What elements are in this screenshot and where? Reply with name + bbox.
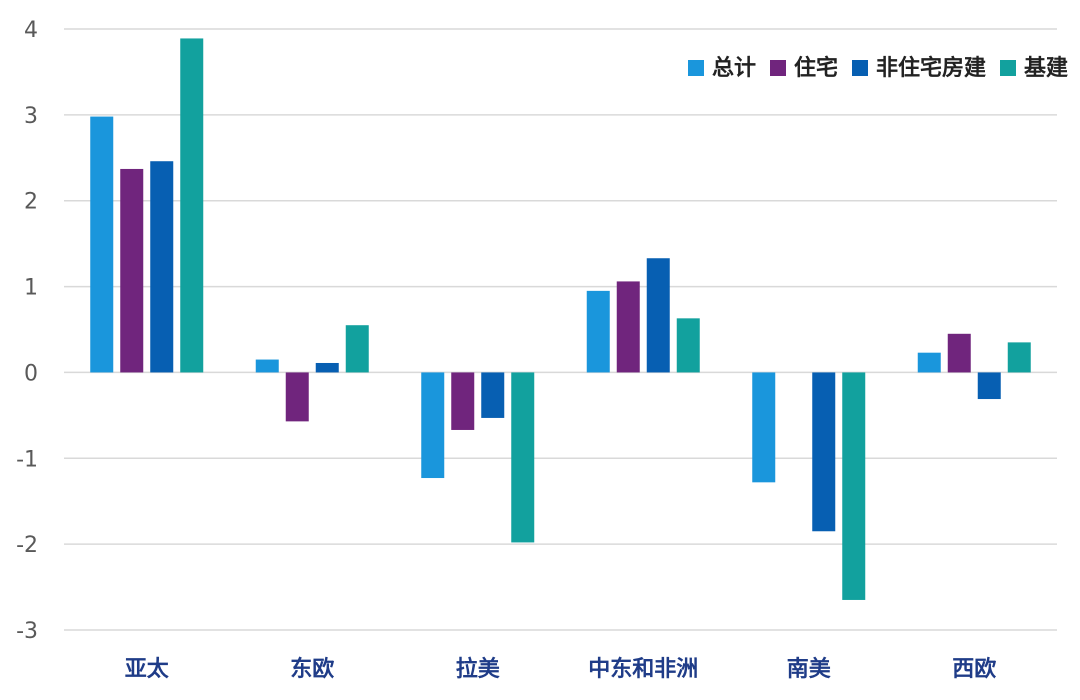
legend-label: 住宅 <box>794 55 838 81</box>
y-tick-label: 1 <box>24 276 38 301</box>
bar <box>752 372 776 483</box>
bar <box>255 359 279 373</box>
bar <box>646 258 670 373</box>
y-tick-label: 0 <box>24 361 38 386</box>
gridlines <box>64 28 1057 631</box>
legend-swatch <box>688 60 704 76</box>
bar <box>150 161 174 373</box>
legend-label: 非住宅房建 <box>876 55 986 81</box>
bar <box>285 372 309 422</box>
bar <box>451 372 475 430</box>
category-label: 中东和非洲 <box>588 656 698 682</box>
x-axis-category-labels: 亚太 东欧 拉美 中东和非洲 南美 西欧 <box>125 656 997 682</box>
bar <box>842 372 866 600</box>
bar <box>616 281 640 373</box>
category-label: 亚太 <box>125 657 170 682</box>
bar <box>90 116 114 373</box>
bar <box>977 372 1001 400</box>
bar <box>421 372 445 479</box>
bar <box>586 290 610 373</box>
bar <box>345 325 369 373</box>
y-tick-label: 4 <box>24 18 38 43</box>
y-tick-label: 3 <box>24 104 38 129</box>
y-tick-label: -1 <box>16 447 38 472</box>
bar <box>1007 342 1031 373</box>
bar <box>676 318 700 373</box>
bar <box>180 38 204 373</box>
legend-swatch <box>852 60 868 76</box>
legend-label: 基建 <box>1024 56 1068 81</box>
y-axis-tick-labels: 4 3 2 1 0 -1 -2 -3 <box>16 18 38 644</box>
y-tick-label: -2 <box>16 533 38 558</box>
legend: 总计 住宅 非住宅房建 基建 <box>688 55 1068 81</box>
bar <box>947 333 971 373</box>
category-label: 东欧 <box>290 656 334 682</box>
bar <box>481 372 505 418</box>
legend-swatch <box>770 60 786 76</box>
bar <box>812 372 836 532</box>
category-label: 南美 <box>787 656 832 682</box>
bars <box>90 38 1031 600</box>
bar <box>120 168 144 373</box>
bar <box>917 352 941 373</box>
legend-swatch <box>1000 60 1016 76</box>
y-tick-label: 2 <box>24 190 38 215</box>
category-label: 拉美 <box>456 656 501 682</box>
category-label: 西欧 <box>952 656 996 682</box>
bar <box>511 372 535 543</box>
legend-label: 总计 <box>712 55 756 81</box>
y-tick-label: -3 <box>16 619 38 644</box>
bar <box>315 362 339 373</box>
